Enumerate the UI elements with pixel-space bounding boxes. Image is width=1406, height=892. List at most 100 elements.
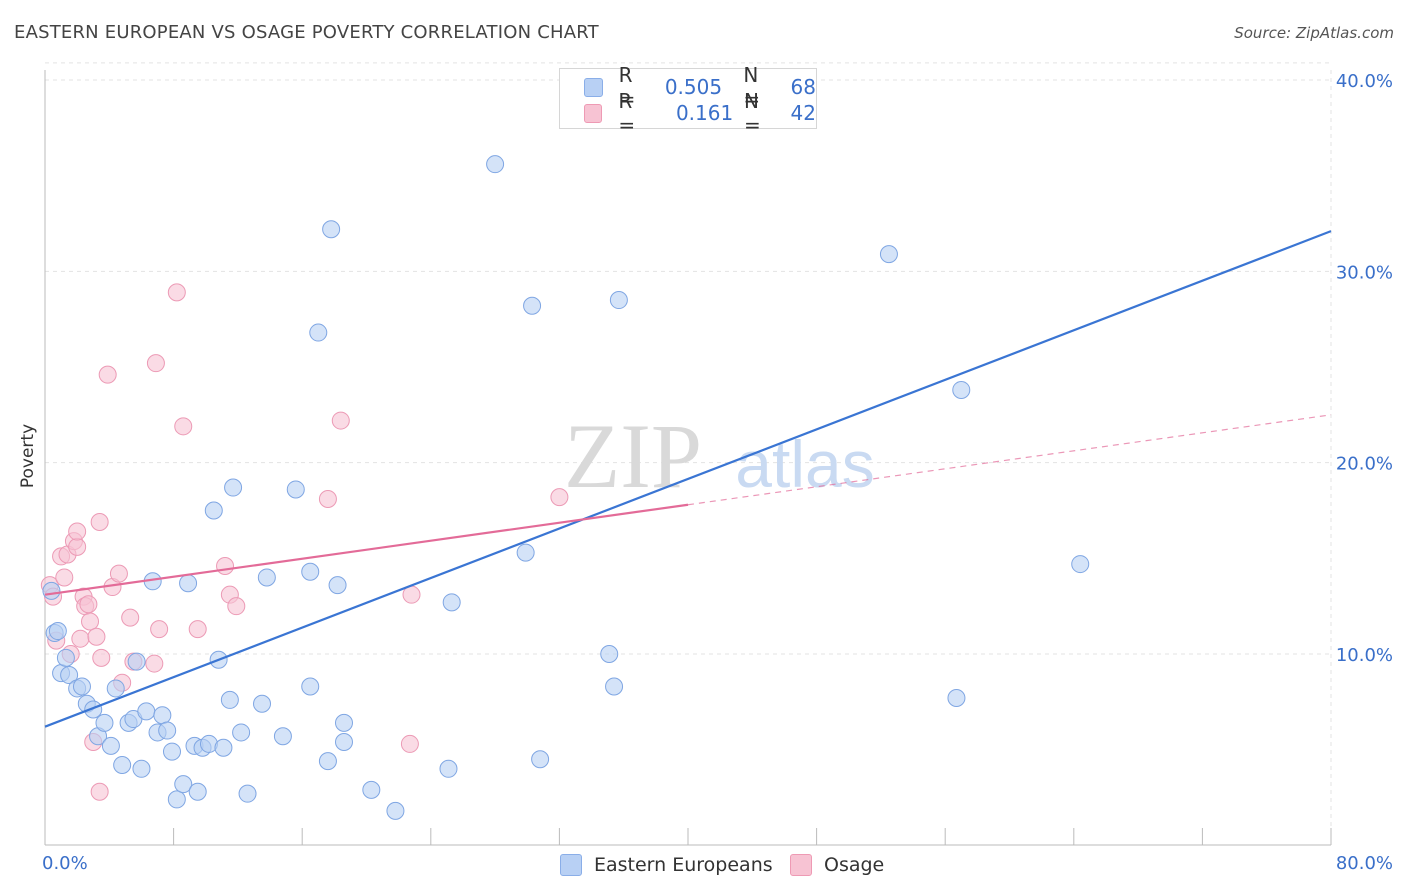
- n-label: N =: [743, 63, 761, 111]
- trend-line: [44, 230, 1332, 728]
- data-point: [605, 677, 624, 696]
- data-point: [79, 595, 98, 614]
- data-point: [286, 480, 305, 499]
- r-value: 0.505: [664, 75, 723, 99]
- data-point: [439, 759, 458, 778]
- data-point: [132, 759, 151, 778]
- data-point: [60, 666, 79, 685]
- n-label: N =: [743, 89, 761, 137]
- data-point: [523, 296, 542, 315]
- y-tick-label: 20.0%: [1336, 454, 1393, 475]
- data-point: [257, 568, 276, 587]
- data-point: [48, 622, 67, 641]
- data-point: [442, 593, 461, 612]
- data-point: [158, 721, 177, 740]
- y-axis-label: Poverty: [18, 424, 38, 488]
- data-point: [531, 750, 550, 769]
- data-point: [238, 784, 257, 803]
- data-point: [220, 690, 239, 709]
- data-point: [150, 620, 169, 639]
- data-point: [68, 537, 87, 556]
- data-point: [113, 755, 132, 774]
- r-label: R =: [618, 63, 636, 111]
- watermark: ZIP atlas: [564, 405, 875, 507]
- data-point: [153, 706, 172, 725]
- data-point: [101, 736, 120, 755]
- data-point: [301, 677, 320, 696]
- n-value: 68: [790, 75, 816, 99]
- data-point: [400, 734, 419, 753]
- y-tick-label: 10.0%: [1336, 645, 1393, 666]
- data-point: [516, 543, 535, 562]
- legend-row-osage: R = 0.161 N = 42: [584, 89, 816, 137]
- data-point: [609, 291, 628, 310]
- legend-swatch-pink: [790, 854, 812, 876]
- data-point: [71, 629, 90, 648]
- data-point: [309, 323, 328, 342]
- legend-label: Osage: [824, 854, 885, 876]
- data-point: [121, 608, 140, 627]
- data-point: [232, 723, 251, 742]
- data-point: [174, 417, 193, 436]
- legend-swatch-blue: [584, 77, 603, 97]
- data-point: [550, 488, 569, 507]
- r-label: R =: [618, 89, 636, 137]
- data-point: [216, 556, 235, 575]
- data-point: [879, 245, 898, 264]
- data-point: [331, 411, 350, 430]
- trend-lines: [44, 230, 1332, 728]
- data-point: [106, 679, 125, 698]
- chart-title: EASTERN EUROPEAN VS OSAGE POVERTY CORREL…: [14, 22, 599, 43]
- data-point: [98, 365, 117, 384]
- data-point: [146, 354, 165, 373]
- data-point: [328, 576, 347, 595]
- data-point: [362, 780, 381, 799]
- correlation-legend: R = 0.505 N = 68 R = 0.161 N = 42: [559, 63, 817, 137]
- axes: [44, 70, 1332, 846]
- trend-line: [44, 503, 689, 596]
- data-point: [109, 564, 128, 583]
- data-point: [947, 689, 966, 708]
- data-point: [145, 654, 164, 673]
- source-label: Source: ZipAtlas.com: [1234, 24, 1394, 42]
- data-point: [273, 727, 292, 746]
- data-point: [179, 574, 198, 593]
- data-point: [318, 752, 337, 771]
- data-point: [322, 220, 341, 239]
- tick-labels: 10.0% 20.0% 30.0% 40.0% 0.0% 80.0%: [42, 71, 1393, 874]
- data-point: [204, 501, 223, 520]
- data-point: [162, 742, 181, 761]
- legend-row-eastern-europeans: R = 0.505 N = 68: [584, 63, 816, 111]
- n-value: 42: [790, 101, 816, 125]
- data-point: [95, 713, 114, 732]
- data-point: [486, 155, 505, 174]
- data-point: [253, 694, 272, 713]
- data-point: [1071, 555, 1090, 574]
- data-point: [188, 782, 207, 801]
- data-point: [84, 700, 103, 719]
- data-point: [214, 738, 233, 757]
- data-point: [55, 568, 74, 587]
- trend-line-dashed: [687, 414, 1332, 506]
- data-point: [56, 648, 75, 667]
- data-point: [81, 612, 100, 631]
- data-point: [127, 652, 146, 671]
- data-point: [90, 782, 109, 801]
- data-point: [174, 775, 193, 794]
- data-point: [167, 790, 186, 809]
- legend-swatch-pink: [584, 103, 603, 123]
- data-point: [167, 283, 186, 302]
- data-point: [334, 733, 353, 752]
- data-point: [92, 648, 111, 667]
- x-tick-label: 0.0%: [42, 853, 88, 874]
- x-tick-label: 80.0%: [1336, 853, 1393, 874]
- data-point: [87, 627, 106, 646]
- data-point: [188, 620, 207, 639]
- data-point: [224, 478, 243, 497]
- legend-item-osage: Osage: [790, 852, 884, 878]
- watermark-zip: ZIP: [564, 405, 702, 507]
- data-point: [600, 645, 619, 663]
- data-point: [90, 512, 109, 531]
- data-point: [301, 562, 320, 581]
